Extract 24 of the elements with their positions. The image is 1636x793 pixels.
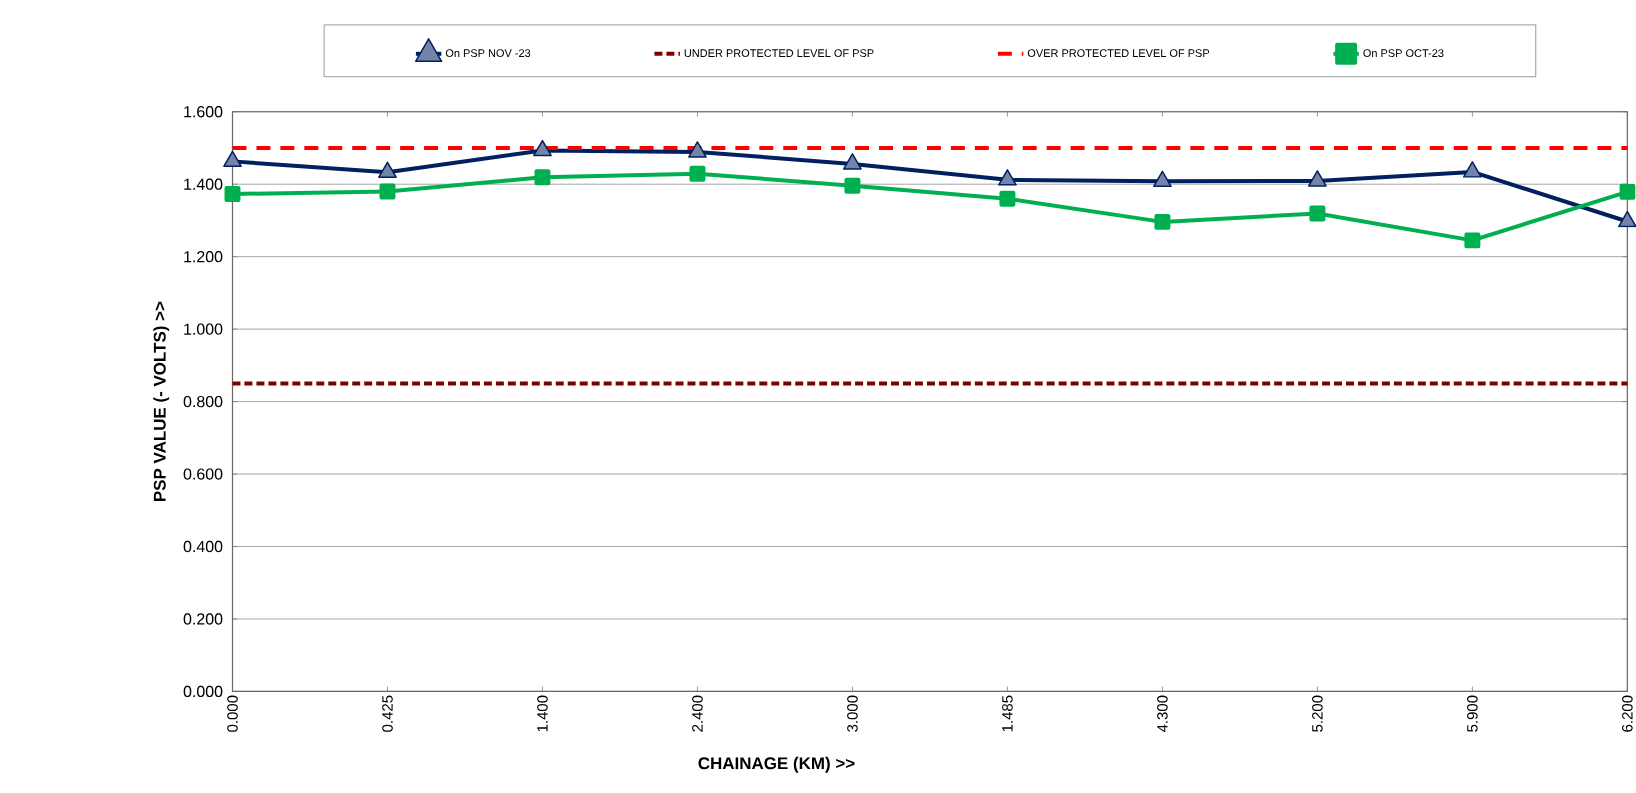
y-tick-label: 0.400 bbox=[183, 540, 223, 553]
x-tick-label: 6.200 bbox=[1622, 695, 1633, 732]
x-tick-label: 2.400 bbox=[692, 695, 703, 732]
legend-label: On PSP NOV -23 bbox=[445, 49, 531, 57]
legend-label: OVER PROTECTED LEVEL OF PSP bbox=[1027, 49, 1210, 57]
y-axis-title: PSP VALUE (- VOLTS) >> bbox=[153, 301, 170, 501]
x-tick-label: 1.400 bbox=[537, 695, 548, 732]
y-tick-label: 0.600 bbox=[183, 468, 223, 480]
x-tick-label: 5.900 bbox=[1467, 695, 1478, 732]
x-tick-label: 5.200 bbox=[1312, 695, 1323, 732]
y-tick-label: 0.200 bbox=[183, 613, 223, 625]
y-tick-label: 1.400 bbox=[184, 178, 223, 190]
x-tick-label: 1.485 bbox=[1002, 695, 1013, 732]
y-tick-label: 1.600 bbox=[184, 105, 223, 118]
y-tick-label: 0.800 bbox=[183, 395, 223, 408]
x-tick-label: 0.425 bbox=[382, 695, 393, 732]
y-tick-label: 0.000 bbox=[183, 685, 223, 697]
x-tick-label: 4.300 bbox=[1157, 695, 1168, 732]
y-tick-label: 1.200 bbox=[184, 250, 223, 263]
x-axis-title: CHAINAGE (KM) >> bbox=[698, 756, 855, 773]
legend-label: UNDER PROTECTED LEVEL OF PSP bbox=[684, 49, 874, 57]
x-tick-label: 3.000 bbox=[847, 695, 858, 732]
legend-label: On PSP OCT-23 bbox=[1363, 49, 1444, 57]
y-tick-label: 1.000 bbox=[184, 323, 223, 335]
